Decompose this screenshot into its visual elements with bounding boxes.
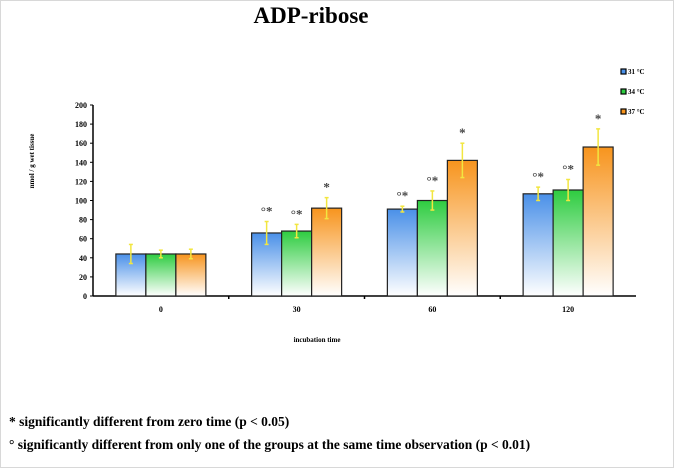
y-tick-label: 100: [75, 197, 87, 206]
footnote-significance-groups: ° significantly different from only one …: [9, 437, 531, 452]
y-tick-label: 60: [79, 235, 87, 244]
legend-label-3: 37 °C: [628, 108, 645, 116]
bar-31C-120: [522, 193, 554, 297]
y-tick-label: 120: [75, 177, 87, 186]
y-tick-label: 180: [75, 120, 87, 129]
x-axis-label: incubation time: [294, 336, 341, 344]
bar-34C-30: [281, 230, 313, 297]
y-tick-label: 140: [75, 158, 87, 167]
significance-marker: °*: [532, 169, 544, 184]
significance-marker: °*: [261, 204, 273, 219]
footnote-significance-zero: * significantly different from zero time…: [9, 414, 290, 429]
significance-marker: °*: [562, 161, 574, 176]
x-tick-label: 0: [159, 305, 163, 314]
bar-37C-60: [446, 159, 478, 297]
x-tick-label: 60: [428, 305, 436, 314]
legend-swatch-1: [620, 68, 627, 75]
bar-37C-30: [311, 207, 343, 297]
x-tick-label: 30: [293, 305, 301, 314]
significance-marker: °*: [291, 206, 303, 221]
bar-37C-120: [582, 146, 614, 297]
y-tick-label: 20: [79, 273, 87, 282]
bar-34C-120: [552, 189, 584, 297]
legend-label-1: 31 °C: [628, 68, 645, 76]
significance-marker: *: [459, 125, 466, 140]
significance-marker: °*: [427, 173, 439, 188]
legend-label-2: 34 °C: [628, 88, 645, 96]
significance-marker: *: [595, 111, 602, 126]
y-tick-label: 40: [79, 254, 87, 263]
y-tick-label: 80: [79, 216, 87, 225]
significance-marker: *: [323, 180, 330, 195]
y-tick-label: 200: [75, 101, 87, 110]
legend-swatch-2: [620, 88, 627, 95]
bar-34C-60: [416, 199, 448, 297]
legend-swatch-3: [620, 108, 627, 115]
y-tick-label: 160: [75, 139, 87, 148]
y-axis-label: nmol / g wet tissue: [28, 134, 36, 189]
bar-37C-0: [175, 253, 207, 297]
bar-chart: ADP-ribose nmol / g wet tissue incubatio…: [28, 3, 645, 344]
y-tick-label: 0: [83, 292, 87, 301]
significance-marker: °*: [397, 188, 409, 203]
chart-title: ADP-ribose: [254, 3, 369, 28]
x-tick-label: 120: [562, 305, 574, 314]
bar-34C-0: [145, 253, 177, 297]
bar-31C-60: [386, 208, 418, 297]
